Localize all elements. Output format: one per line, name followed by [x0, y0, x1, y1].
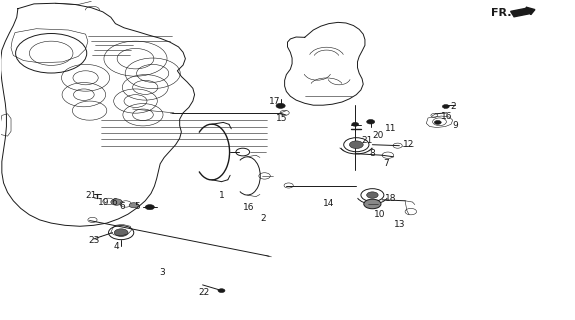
- Circle shape: [352, 123, 359, 126]
- Text: 8: 8: [370, 149, 375, 158]
- FancyArrow shape: [511, 7, 535, 17]
- Circle shape: [145, 204, 155, 210]
- Text: 6: 6: [112, 197, 117, 206]
- Text: 10: 10: [374, 210, 385, 219]
- Text: 19: 19: [98, 197, 110, 206]
- Text: FR.: FR.: [491, 8, 512, 19]
- Text: 23: 23: [88, 236, 99, 245]
- Text: 11: 11: [385, 124, 397, 133]
- Circle shape: [442, 105, 449, 108]
- Circle shape: [434, 121, 441, 124]
- Text: 9: 9: [452, 121, 458, 130]
- Text: 1: 1: [218, 190, 224, 200]
- Text: 21: 21: [361, 136, 373, 145]
- Circle shape: [111, 199, 122, 205]
- Text: 5: 5: [135, 202, 140, 211]
- Text: 12: 12: [404, 140, 415, 149]
- Circle shape: [114, 229, 128, 236]
- Text: 18: 18: [385, 194, 397, 204]
- Text: 6: 6: [120, 202, 125, 211]
- Circle shape: [350, 141, 363, 148]
- Text: 14: 14: [323, 199, 335, 208]
- Text: 2: 2: [260, 214, 266, 223]
- Text: 20: 20: [373, 131, 384, 140]
- Circle shape: [129, 203, 139, 208]
- Text: 13: 13: [394, 220, 405, 229]
- Text: 17: 17: [269, 97, 281, 106]
- Text: 16: 16: [441, 112, 453, 121]
- Text: 3: 3: [160, 268, 166, 277]
- Text: 4: 4: [114, 242, 120, 251]
- Text: 15: 15: [276, 114, 288, 123]
- Text: 21: 21: [86, 190, 97, 200]
- Text: 7: 7: [384, 159, 389, 168]
- Text: 22: 22: [199, 288, 210, 297]
- Circle shape: [364, 199, 381, 209]
- Circle shape: [218, 289, 225, 292]
- Circle shape: [367, 192, 378, 198]
- Text: 2: 2: [450, 102, 455, 111]
- Circle shape: [367, 120, 375, 124]
- Text: 16: 16: [243, 203, 254, 212]
- Circle shape: [276, 103, 285, 108]
